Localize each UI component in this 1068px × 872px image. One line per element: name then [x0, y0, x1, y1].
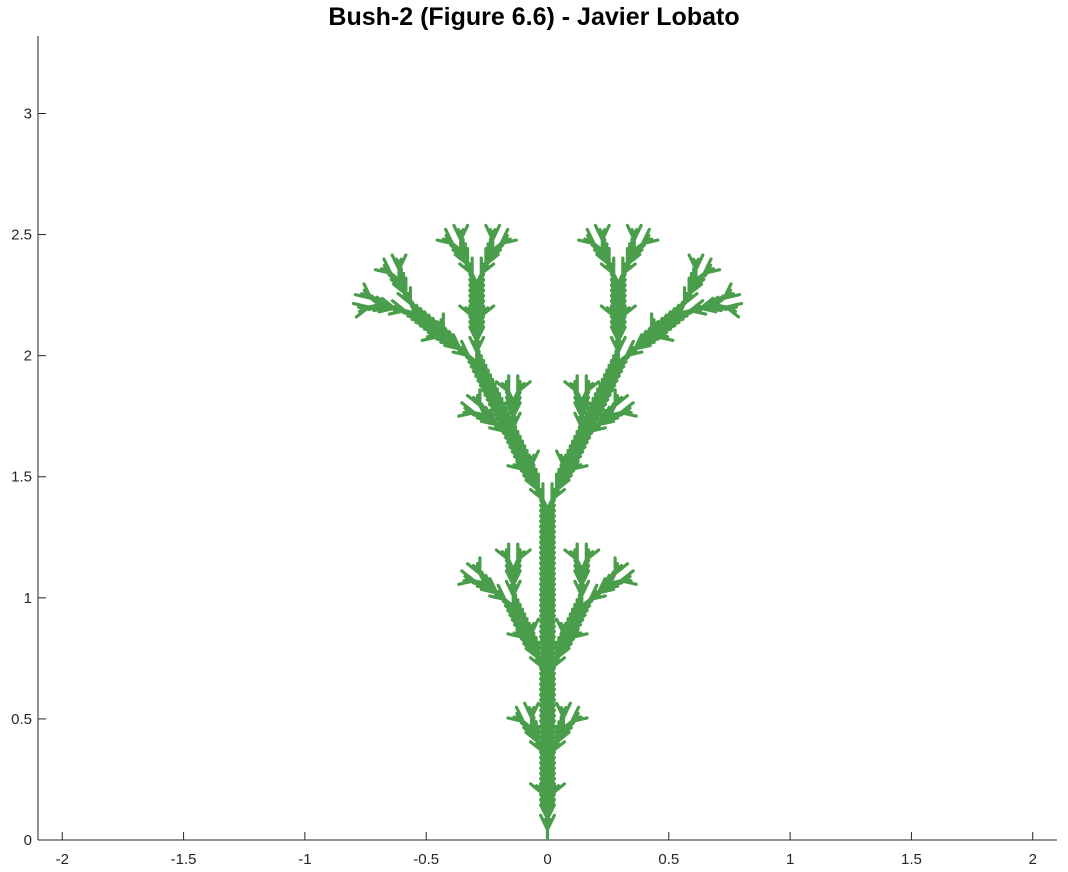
y-tick-label: 3 [24, 105, 32, 122]
chart-title: Bush-2 (Figure 6.6) - Javier Lobato [328, 3, 740, 31]
bush-series [351, 223, 744, 840]
x-tick-label: 0 [543, 851, 551, 868]
x-tick-label: -2 [56, 851, 69, 868]
x-tick-label: 0.5 [658, 851, 679, 868]
y-tick-label: 0 [24, 832, 32, 849]
x-tick-label: 1.5 [901, 851, 922, 868]
x-tick-label: -1 [298, 851, 311, 868]
y-tick-label: 1.5 [11, 469, 32, 486]
x-tick-label: 2 [1029, 851, 1037, 868]
x-tick-label: -1.5 [171, 851, 197, 868]
y-tick-label: 2 [24, 348, 32, 365]
x-tick-label: 1 [786, 851, 794, 868]
y-tick-label: 1 [24, 590, 32, 607]
x-tick-label: -0.5 [413, 851, 439, 868]
bush-line [351, 223, 744, 840]
y-tick-label: 0.5 [11, 711, 32, 728]
y-tick-label: 2.5 [11, 227, 32, 244]
